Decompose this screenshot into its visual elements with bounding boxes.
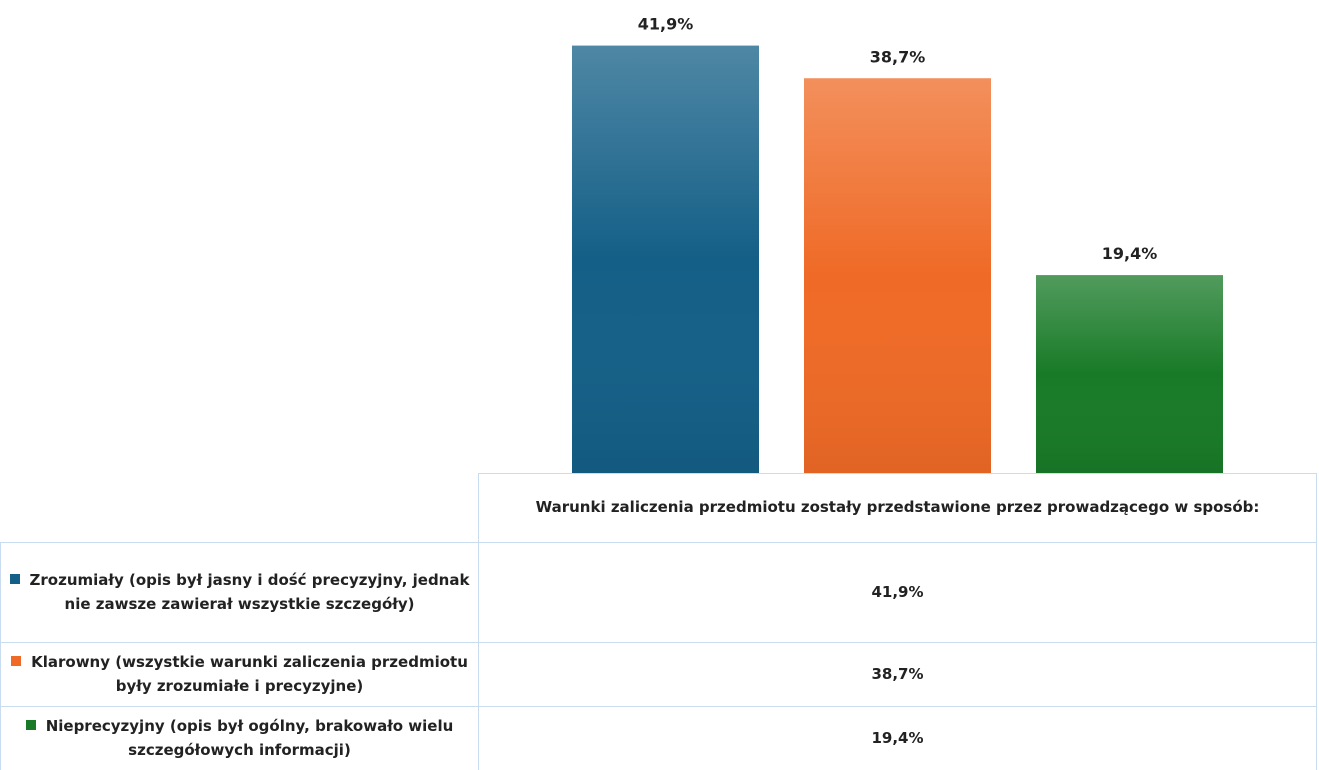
legend-key (9, 574, 20, 585)
bar-sheen (1036, 275, 1223, 473)
legend-entry: Klarowny (wszystkie warunki zaliczenia p… (9, 651, 470, 698)
legend-entry: Zrozumiały (opis był jasny i dość precyz… (9, 569, 470, 616)
legend-cell: Zrozumiały (opis był jasny i dość precyz… (0, 542, 479, 643)
table-value: 38,7% (478, 642, 1317, 707)
legend-cell: Nieprecyzyjny (opis był ogólny, brakował… (0, 706, 479, 770)
legend-label: Zrozumiały (opis był jasny i dość precyz… (29, 571, 470, 613)
data-label: 19,4% (1102, 244, 1158, 263)
table-value: 41,9% (478, 542, 1317, 643)
legend-entry: Nieprecyzyjny (opis był ogólny, brakował… (9, 715, 470, 762)
legend-label: Nieprecyzyjny (opis był ogólny, brakował… (45, 717, 454, 759)
bar-sheen (572, 45, 759, 473)
data-label: 41,9% (638, 15, 694, 34)
legend-cell: Klarowny (wszystkie warunki zaliczenia p… (0, 642, 479, 707)
legend-key (11, 656, 22, 667)
bar-sheen (804, 78, 991, 473)
legend-key (25, 720, 36, 731)
data-label: 38,7% (870, 47, 926, 66)
table-header: Warunki zaliczenia przedmiotu zostały pr… (478, 473, 1317, 543)
table-value: 19,4% (478, 706, 1317, 770)
chart: 41,9% 38,7% 19,4% (572, 15, 1223, 473)
legend-label: Klarowny (wszystkie warunki zaliczenia p… (31, 653, 468, 695)
